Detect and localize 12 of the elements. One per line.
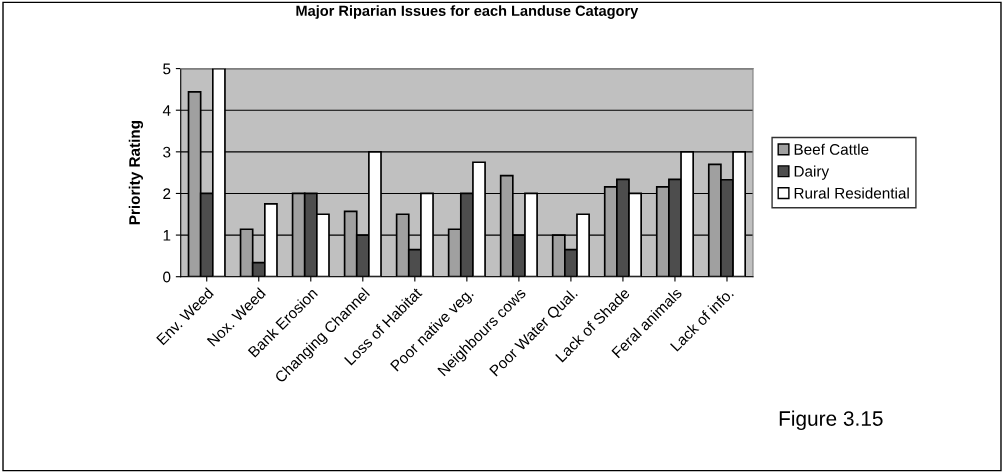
y-tick-label: 3 xyxy=(163,146,171,158)
y-tick-label: 4 xyxy=(162,105,171,116)
chart-title: Major Riparian Issues for each Landuse Catagory xyxy=(296,5,639,19)
y-tick-label: 0 xyxy=(163,271,171,283)
legend-label: Dairy xyxy=(794,165,830,180)
y-tick-label: 2 xyxy=(163,188,171,199)
y-tick-label: 1 xyxy=(163,230,171,241)
y-tick-label: 5 xyxy=(163,63,171,75)
y-axis-title: Priority Rating xyxy=(128,121,144,225)
caption: Figure 3.15 xyxy=(779,410,883,431)
legend-label: Beef Cattle xyxy=(794,143,869,155)
legend-label: Rural Residential xyxy=(794,187,909,199)
